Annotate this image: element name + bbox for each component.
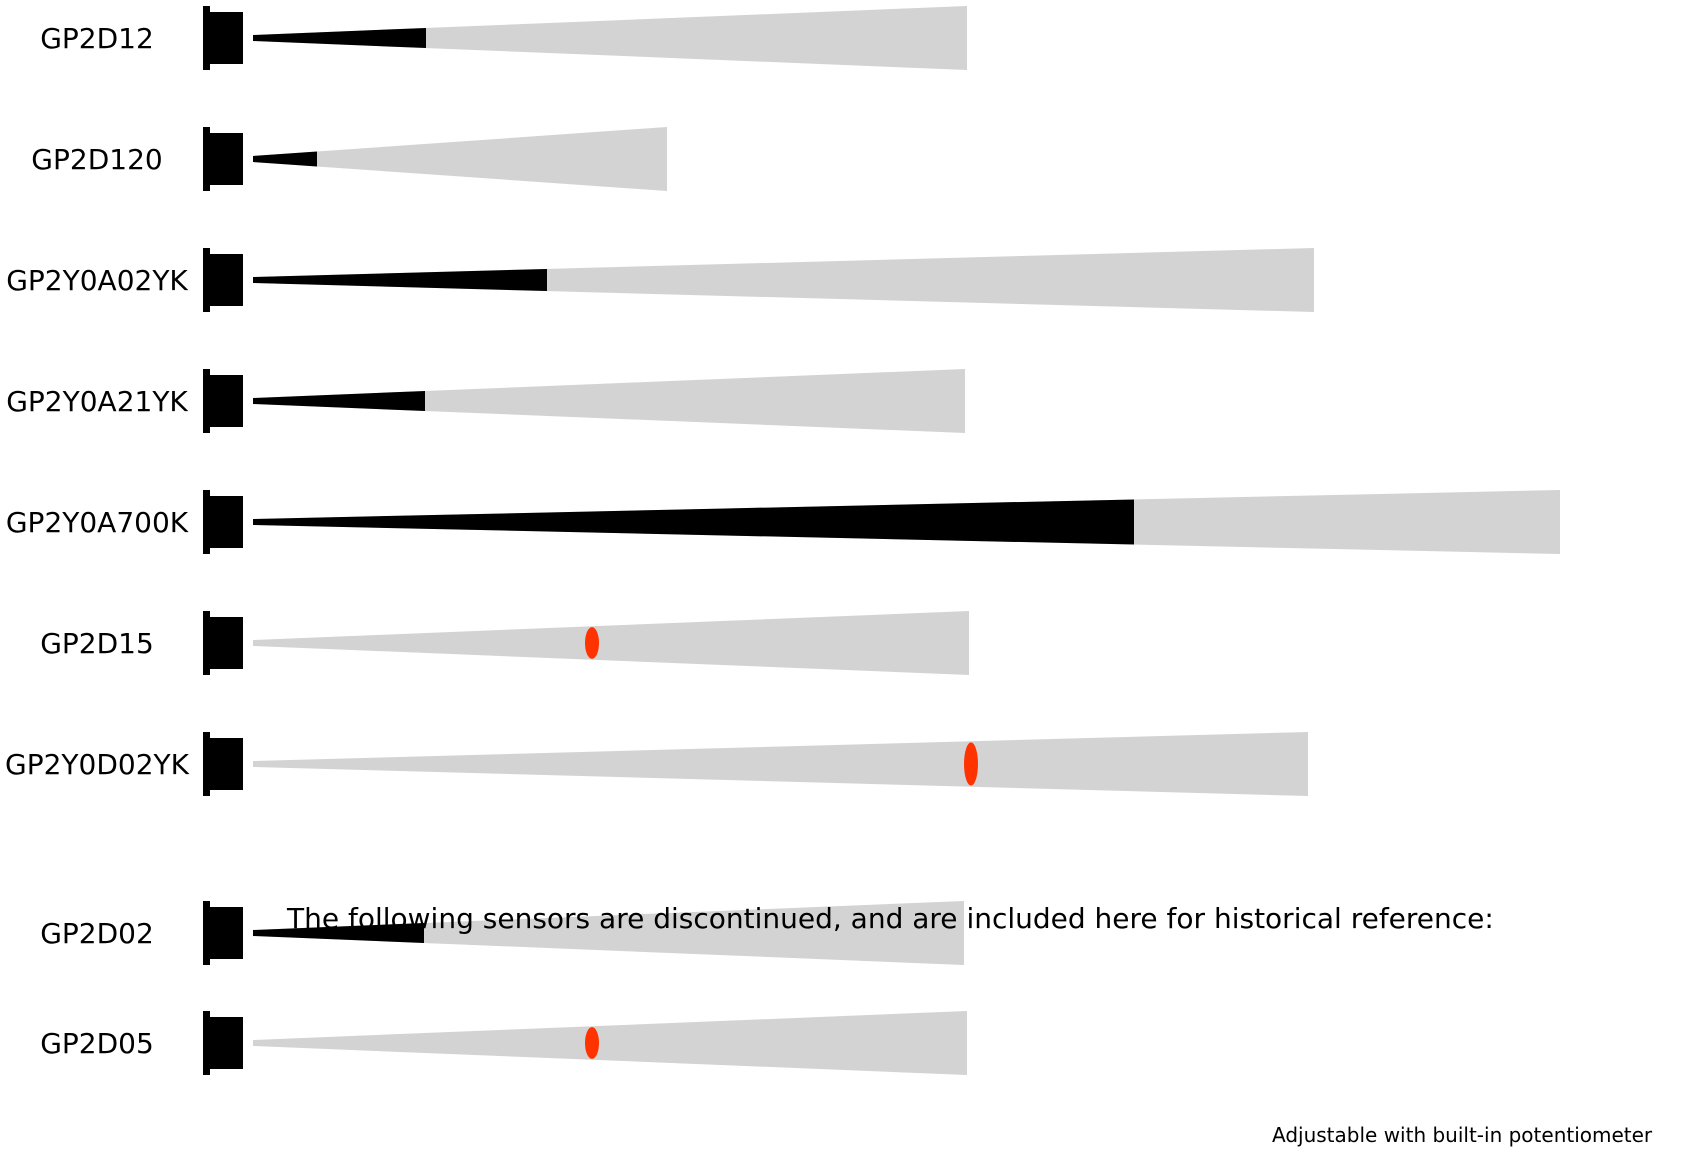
sensor-label-gp2y0a02yk: GP2Y0A02YK <box>6 264 188 297</box>
discontinued-body-gp2d02 <box>203 907 243 959</box>
sensor-label-gp2d120: GP2D120 <box>31 143 162 176</box>
sensor-marker-gp2d15 <box>585 627 599 659</box>
sensor-solid-gp2y0a21yk <box>253 390 425 412</box>
discontinued-label-gp2d02: GP2D02 <box>40 917 154 950</box>
sensor-body-gp2d15 <box>203 617 243 669</box>
sensor-beam-gp2y0a02yk <box>253 248 1314 312</box>
sensor-body-gp2y0a700k <box>203 496 243 548</box>
sensor-label-gp2y0a700k: GP2Y0A700K <box>6 506 189 539</box>
discontinued-marker-gp2d05 <box>585 1027 599 1059</box>
sensor-beam-gp2y0a21yk <box>253 369 965 433</box>
sensor-label-gp2d15: GP2D15 <box>40 627 154 660</box>
sensor-solid-gp2y0a700k <box>253 499 1134 545</box>
sensor-body-gp2y0a02yk <box>203 254 243 306</box>
sensor-body-gp2d120 <box>203 133 243 185</box>
discontinued-beam-gp2d02 <box>253 901 964 965</box>
discontinued-label-gp2d05: GP2D05 <box>40 1027 154 1060</box>
potentiometer-footnote: Adjustable with built-in potentiometer <box>1272 1123 1653 1147</box>
discontinued-body-gp2d05 <box>203 1017 243 1069</box>
sensor-solid-gp2d120 <box>253 151 317 167</box>
sensor-body-gp2y0a21yk <box>203 375 243 427</box>
sensor-label-gp2d12: GP2D12 <box>40 22 154 55</box>
sensor-solid-gp2y0a02yk <box>253 268 547 292</box>
sensor-beam-gp2d120 <box>253 127 667 191</box>
discontinued-solid-gp2d02 <box>253 923 424 943</box>
sensor-marker-gp2y0d02yk <box>964 742 978 786</box>
sensor-body-gp2d12 <box>203 12 243 64</box>
sensor-body-gp2y0d02yk <box>203 738 243 790</box>
discontinued-beam-gp2d05 <box>253 1011 967 1075</box>
sensor-beam-gp2y0d02yk <box>253 732 1308 796</box>
sensor-solid-gp2d12 <box>253 27 426 49</box>
sensor-beam-gp2d15 <box>253 611 969 675</box>
discontinued-note: The following sensors are discontinued, … <box>287 902 1494 935</box>
sensor-beam-gp2d12 <box>253 6 967 70</box>
sensor-label-gp2y0d02yk: GP2Y0D02YK <box>5 748 190 781</box>
sensor-label-gp2y0a21yk: GP2Y0A21YK <box>6 385 188 418</box>
